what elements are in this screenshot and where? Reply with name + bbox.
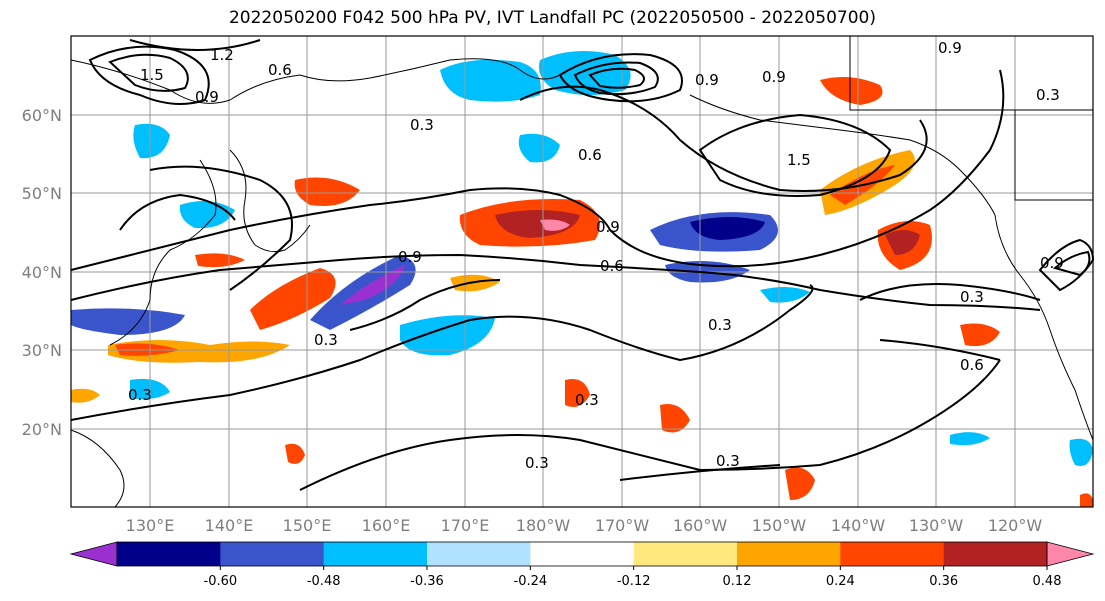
contour-label: 0.6 xyxy=(578,146,602,164)
contour-label: 1.5 xyxy=(787,151,811,169)
lon-label: 130°E xyxy=(126,516,175,535)
lat-label: 20°N xyxy=(22,420,62,439)
contour-label: 0.9 xyxy=(938,39,962,57)
colorbar-cell xyxy=(840,542,944,566)
colorbar-cell xyxy=(324,542,428,566)
contour-label: 0.3 xyxy=(575,391,599,409)
contour-label: 0.3 xyxy=(960,288,984,306)
map-figure: 1.5 1.2 0.9 0.6 0.3 0.9 0.6 0.9 0.9 0.6 … xyxy=(0,0,1105,601)
colorbar-tick-label: 0.24 xyxy=(826,574,855,589)
contour-label: 0.6 xyxy=(960,356,984,374)
colorbar-ticks: -0.60 -0.48 -0.36 -0.24 -0.12 0.12 0.24 0.36 0.4… xyxy=(204,566,1105,589)
contour-label: 0.3 xyxy=(708,316,732,334)
colorbar-tick-label: 0.48 xyxy=(1033,574,1062,589)
contour-label: 0.3 xyxy=(410,116,434,134)
contour-label: 0.3 xyxy=(525,454,549,472)
contour-label: 0.9 xyxy=(596,218,620,236)
lon-label: 120°W xyxy=(988,516,1043,535)
colorbar-tick-label: -0.24 xyxy=(514,574,548,589)
lon-label: 140°W xyxy=(831,516,886,535)
lat-label: 60°N xyxy=(22,106,62,125)
contour-label: 0.3 xyxy=(314,331,338,349)
contour-label: 1.2 xyxy=(210,46,234,64)
lon-label: 140°E xyxy=(205,516,254,535)
colorbar-cell xyxy=(634,542,738,566)
colorbar: -0.60 -0.48 -0.36 -0.24 -0.12 0.12 0.24 0.36 0.4… xyxy=(71,542,1105,589)
colorbar-tick-label: -0.60 xyxy=(204,574,238,589)
colorbar-tick-label: -0.12 xyxy=(617,574,651,589)
colorbar-cell xyxy=(737,542,841,566)
contour-label: 0.6 xyxy=(268,61,292,79)
colorbar-cell xyxy=(427,542,531,566)
colorbar-tick-label: 0.12 xyxy=(723,574,752,589)
lon-label: 160°W xyxy=(673,516,728,535)
colorbar-extend-max xyxy=(1047,542,1093,566)
colorbar-tick-label: 0.36 xyxy=(929,574,958,589)
colorbar-extend-min xyxy=(71,542,117,566)
lat-label: 30°N xyxy=(22,341,62,360)
colorbar-tick-label: -0.36 xyxy=(410,574,444,589)
colorbar-cell xyxy=(117,542,221,566)
contour-label: 0.3 xyxy=(128,386,152,404)
contour-label: 0.3 xyxy=(1036,86,1060,104)
lon-label: 150°W xyxy=(752,516,807,535)
contour-label: 0.9 xyxy=(695,71,719,89)
lon-label: 150°E xyxy=(283,516,332,535)
colorbar-tick-label: -0.48 xyxy=(307,574,341,589)
latitude-labels: 60°N 50°N 40°N 30°N 20°N xyxy=(22,106,62,439)
lat-label: 40°N xyxy=(22,263,62,282)
colorbar-cell xyxy=(944,542,1048,566)
lon-label: 170°W xyxy=(595,516,650,535)
contour-label: 1.5 xyxy=(140,66,164,84)
contour-label: 0.9 xyxy=(398,248,422,266)
contour-label: 0.9 xyxy=(762,68,786,86)
colorbar-cell xyxy=(220,542,324,566)
lon-label: 180°W xyxy=(516,516,571,535)
longitude-labels: 130°E 140°E 150°E 160°E 170°E 180°W 170°… xyxy=(126,516,1043,535)
contour-label: 0.3 xyxy=(716,452,740,470)
colorbar-cell xyxy=(530,542,634,566)
colorbar-cells xyxy=(117,542,1048,566)
lon-label: 160°E xyxy=(362,516,411,535)
lon-label: 130°W xyxy=(909,516,964,535)
contour-label: 0.6 xyxy=(600,257,624,275)
contour-label: 0.9 xyxy=(195,88,219,106)
lon-label: 170°E xyxy=(441,516,490,535)
contour-label: 0.9 xyxy=(1040,254,1064,272)
lat-label: 50°N xyxy=(22,184,62,203)
